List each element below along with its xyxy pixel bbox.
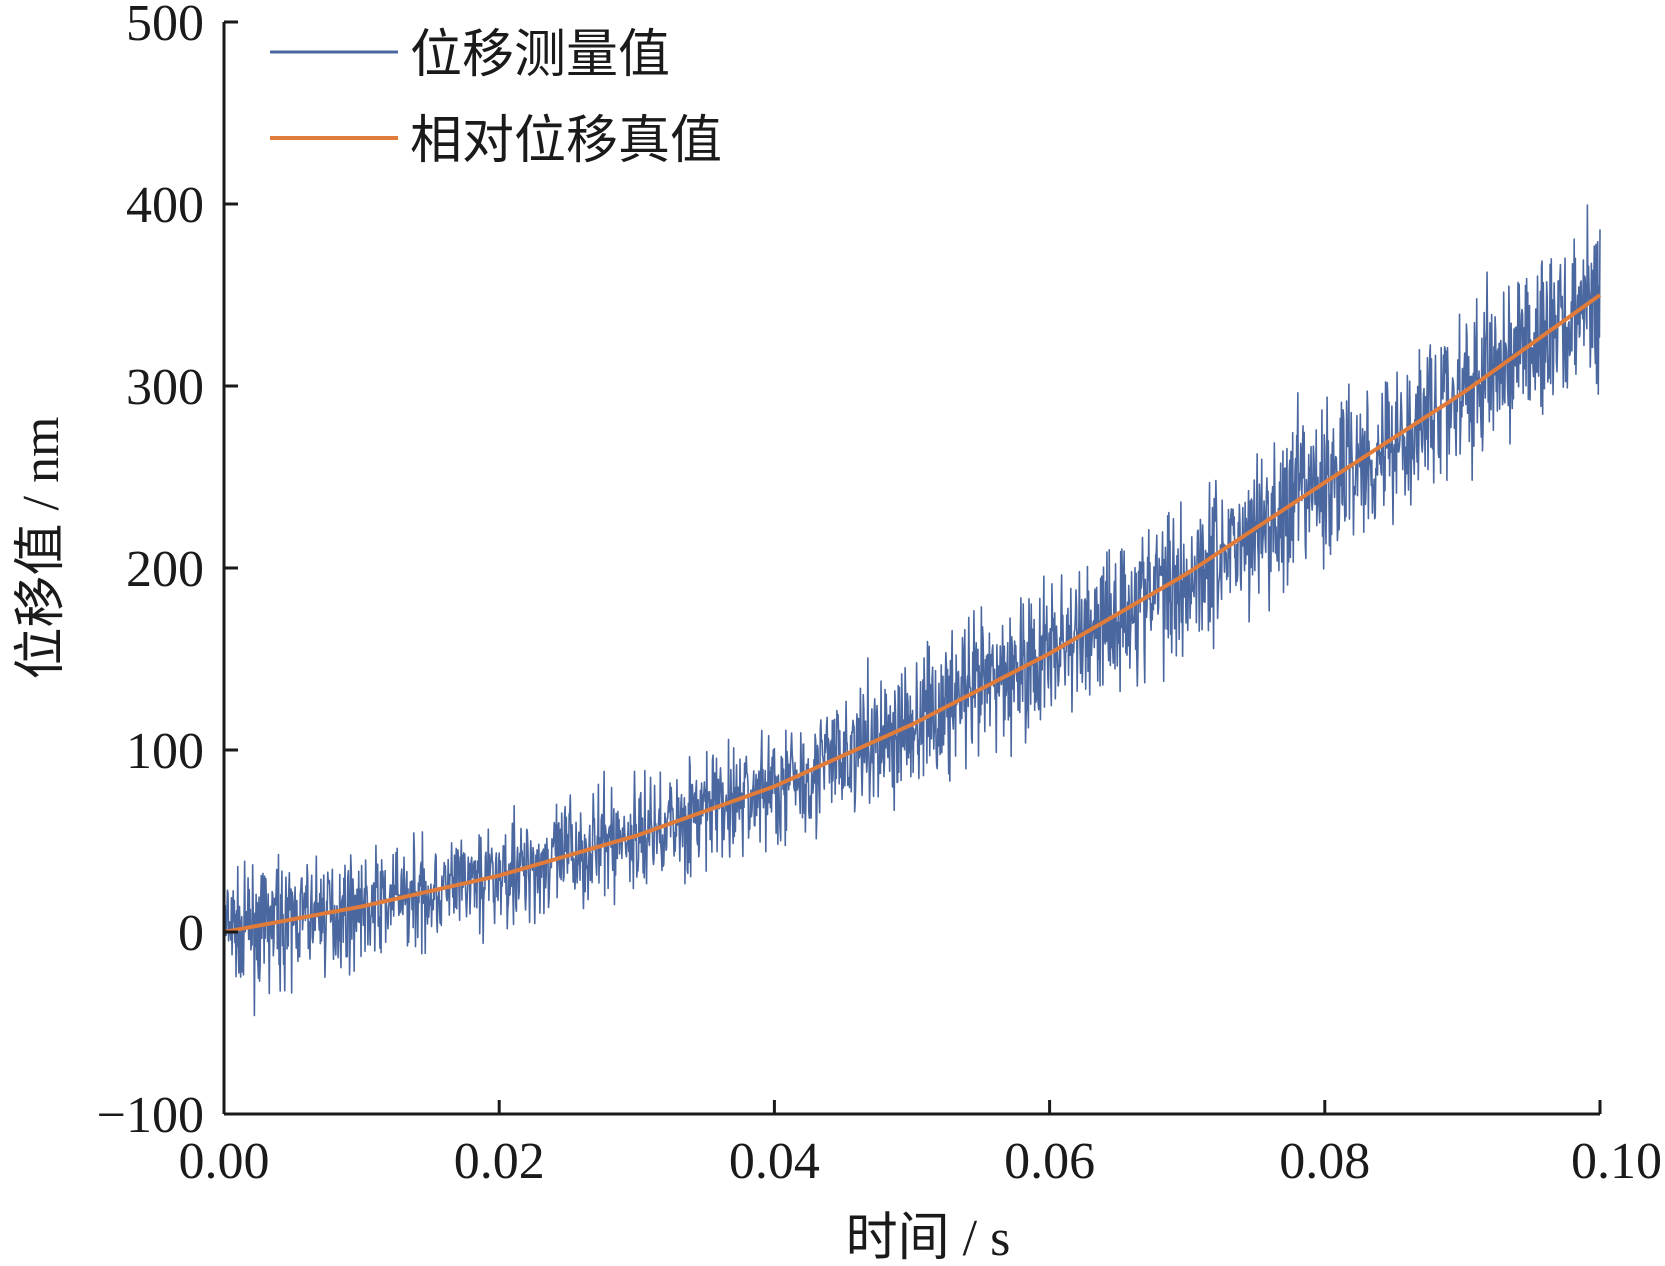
y-axis-title: 位移值 / nm [13,417,70,680]
y-tick-label: 200 [126,541,204,598]
legend-label-measured: 位移测量值 [410,25,670,85]
x-axis-title: 时间 / s [846,1210,1011,1266]
axes: −100 0 100 200 300 400 500 0.00 0.02 0.04 0.06 0.08… [97,0,1662,1190]
y-tick-label: 500 [126,0,204,52]
y-tick-label: −100 [97,1087,204,1144]
x-tick-label: 0.02 [454,1133,545,1190]
series-true-line [223,293,1602,934]
legend: 位移测量值 相对位移真值 [270,25,722,171]
x-tick-label: 0.10 [1571,1133,1662,1190]
x-tick-label: 0.04 [729,1133,820,1190]
y-tick-label: 300 [126,359,204,416]
legend-label-true: 相对位移真值 [410,111,722,171]
y-tick-label: 100 [126,723,204,780]
x-tick-label: 0.08 [1279,1133,1370,1190]
x-tick-label: 0.00 [179,1133,270,1190]
plot-area [223,204,1602,1017]
x-tick-label: 0.06 [1004,1133,1095,1190]
series-measured-line [223,204,1601,1017]
y-tick-label: 400 [126,177,204,234]
y-tick-label: 0 [178,905,204,962]
